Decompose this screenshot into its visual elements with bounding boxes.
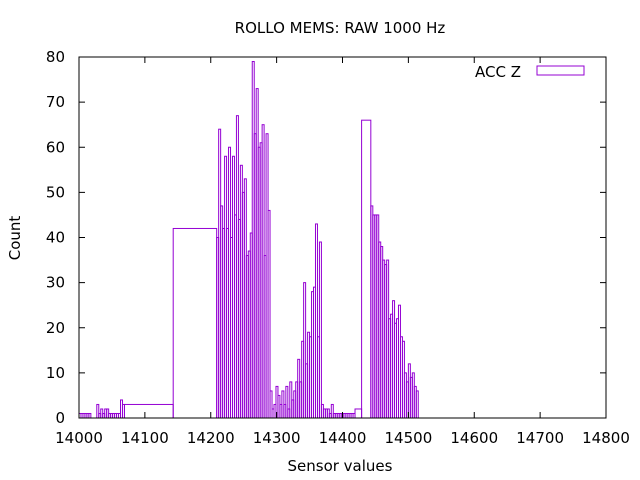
x-tick-label: 14700 xyxy=(516,429,564,447)
y-tick-label: 40 xyxy=(46,229,65,247)
legend-label: ACC Z xyxy=(475,63,521,81)
x-tick-label: 14600 xyxy=(450,429,498,447)
y-tick-label: 20 xyxy=(46,319,65,337)
y-tick-label: 70 xyxy=(46,93,65,111)
x-tick-label: 14200 xyxy=(187,429,235,447)
y-tick-label: 50 xyxy=(46,183,65,201)
x-tick-label: 14300 xyxy=(253,429,301,447)
x-tick-label: 14400 xyxy=(319,429,367,447)
y-tick-label: 80 xyxy=(46,48,65,66)
y-tick-label: 10 xyxy=(46,364,65,382)
y-tick-label: 0 xyxy=(55,409,65,427)
histogram-bar-23 xyxy=(123,403,174,419)
legend: ACC Z xyxy=(475,63,585,81)
plot-frame xyxy=(78,56,607,419)
x-tick-label: 14500 xyxy=(385,429,433,447)
histogram-bars xyxy=(78,61,419,419)
y-axis-label: Count xyxy=(6,216,24,261)
y-tick-label: 60 xyxy=(46,138,65,156)
chart-title: ROLLO MEMS: RAW 1000 Hz xyxy=(235,19,446,37)
axis-ticks: 14000 14100 14200 14300 14400 14500 14600 14700… xyxy=(46,48,630,447)
y-tick-label: 30 xyxy=(46,274,65,292)
legend-swatch xyxy=(536,65,585,76)
histogram-bar-95 xyxy=(354,408,363,419)
histogram-bar-24 xyxy=(172,227,218,419)
histogram-bar-96 xyxy=(361,119,372,419)
histogram-bar-5 xyxy=(88,412,92,419)
x-tick-label: 14100 xyxy=(121,429,169,447)
histogram-bar-51 xyxy=(267,209,271,419)
histogram-bar-77 xyxy=(318,241,322,419)
x-tick-label: 14000 xyxy=(55,429,103,447)
x-tick-label: 14800 xyxy=(582,429,630,447)
x-axis-label: Sensor values xyxy=(288,457,393,475)
histogram-bar-120 xyxy=(415,390,419,419)
